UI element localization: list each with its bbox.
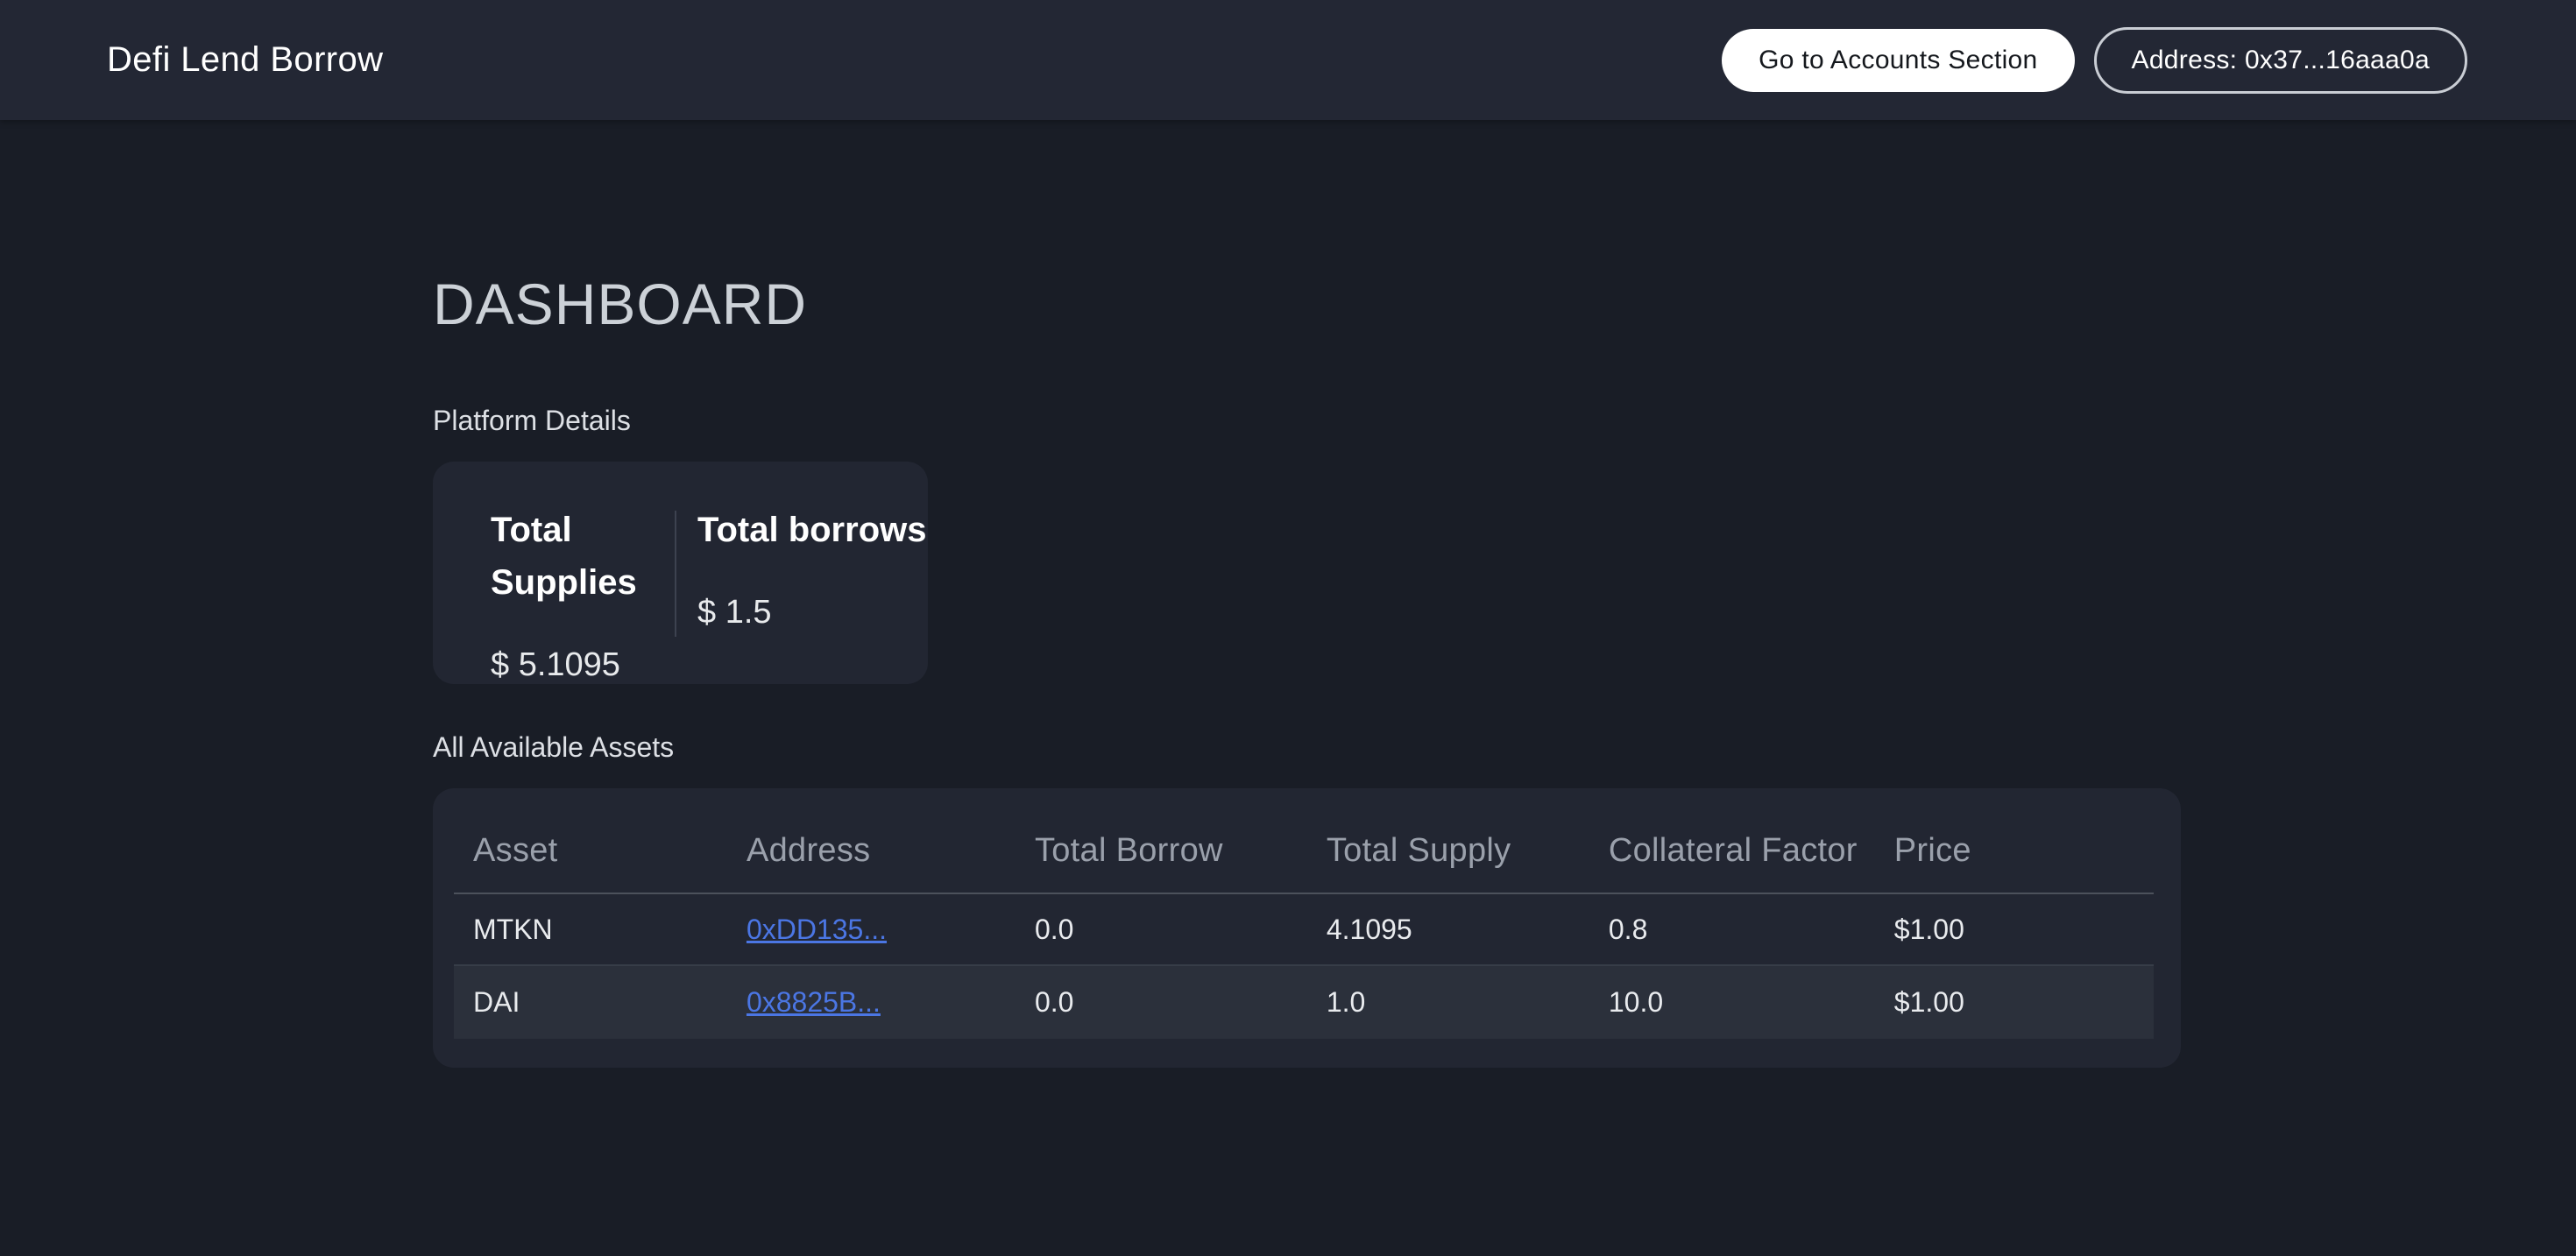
price-cell: $1.00 (1893, 986, 1964, 1019)
app-bar-actions: Go to Accounts Section Address: 0x37...1… (1722, 26, 2467, 94)
assets-header-row: Asset Address Total Borrow Total Supply … (454, 809, 2154, 895)
asset-row-dai: DAI 0x8825B... 0.0 1.0 10.0 $1.00 (454, 965, 2154, 1040)
platform-details-card: Total Supplies $ 5.1095 Total borrows $ … (433, 462, 928, 685)
assets-table-body: MTKN 0xDD135... 0.0 4.1095 0.8 $1.00 DAI… (454, 893, 2154, 1040)
total-borrow-cell: 0.0 (1015, 893, 1307, 967)
asset-address-cell: 0xDD135... (726, 893, 1016, 967)
total-supply-cell: 4.1095 (1306, 893, 1589, 967)
assets-table-card: Asset Address Total Borrow Total Supply … (433, 788, 2181, 1069)
asset-address-link[interactable]: 0xDD135... (746, 913, 888, 945)
vertical-divider (675, 511, 676, 638)
total-borrows-label: Total borrows (697, 511, 927, 550)
collateral-factor-cell: 0.8 (1589, 893, 1875, 967)
col-header-total-borrow: Total Borrow (1015, 809, 1307, 895)
total-borrows-value: $ 1.5 (697, 594, 772, 632)
available-assets-label: All Available Assets (433, 731, 675, 764)
asset-name-cell: DAI (473, 986, 520, 1019)
col-header-price: Price (1874, 809, 2154, 895)
col-header-total-supply: Total Supply (1306, 809, 1589, 895)
total-borrow-cell: 0.0 (1034, 986, 1074, 1019)
col-header-asset: Asset (454, 809, 727, 895)
col-header-collateral-factor: Collateral Factor (1589, 809, 1875, 895)
platform-details-label: Platform Details (433, 405, 631, 437)
price-cell: $1.00 (1874, 893, 2154, 967)
asset-row-mtkn: MTKN 0xDD135... 0.0 4.1095 0.8 $1.00 (454, 893, 2154, 967)
go-to-accounts-button[interactable]: Go to Accounts Section (1722, 28, 2075, 92)
assets-table: Asset Address Total Borrow Total Supply … (454, 809, 2154, 1040)
app-title: Defi Lend Borrow (107, 40, 384, 79)
assets-table-head: Asset Address Total Borrow Total Supply … (454, 809, 2154, 895)
app-bar: Defi Lend Borrow Go to Accounts Section … (0, 0, 2576, 120)
asset-name-cell: MTKN (454, 893, 727, 967)
total-supply-cell: 1.0 (1326, 986, 1366, 1019)
total-supplies-value: $ 5.1095 (491, 646, 620, 684)
asset-address-link[interactable]: 0x8825B... (746, 986, 881, 1019)
col-header-address: Address (726, 809, 1016, 895)
total-supplies-stat: Total Supplies $ 5.1095 (433, 504, 675, 690)
page-title: DASHBOARD (433, 272, 808, 336)
total-supplies-label: Total Supplies (491, 511, 637, 603)
collateral-factor-cell: 10.0 (1608, 986, 1664, 1019)
dashboard-page: DASHBOARD Platform Details Total Supplie… (433, 120, 2182, 1069)
wallet-address-button[interactable]: Address: 0x37...16aaa0a (2093, 26, 2467, 94)
asset-address-cell: 0x8825B... (727, 965, 1016, 1039)
total-borrows-stat: Total borrows $ 1.5 (676, 504, 926, 638)
